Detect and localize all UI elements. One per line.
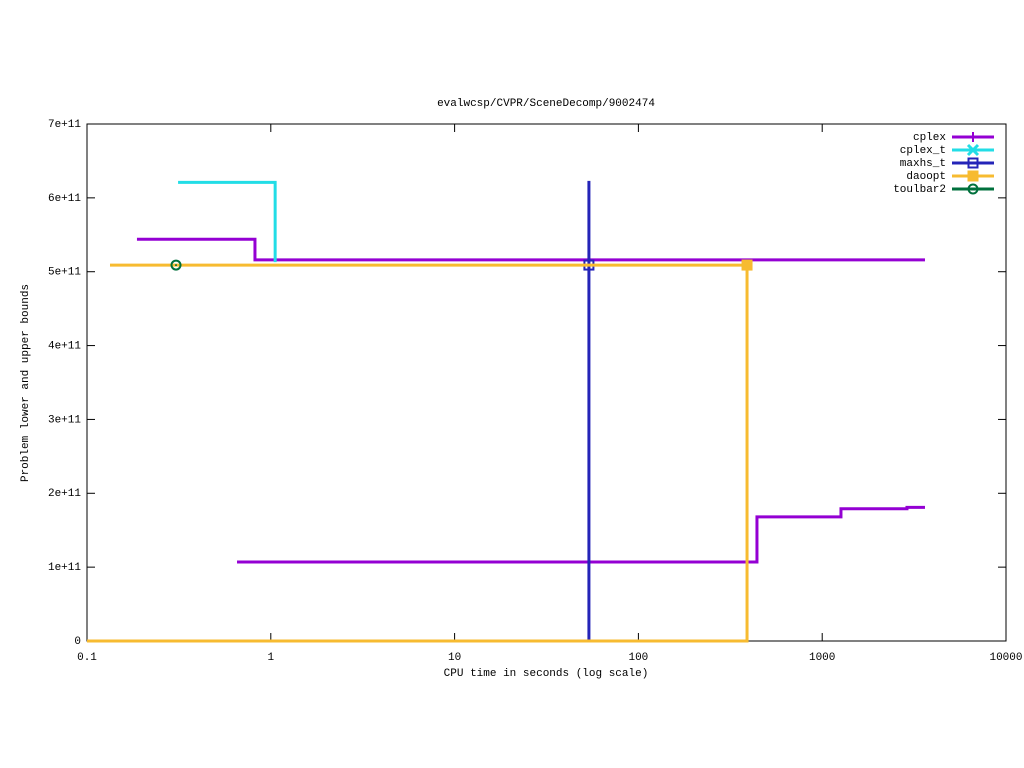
legend-marker	[967, 170, 979, 182]
marker-shape	[972, 188, 974, 190]
marker-shape	[175, 264, 178, 267]
y-tick-label: 6e+11	[48, 193, 81, 205]
marker-shape	[968, 132, 978, 142]
marker-shape	[966, 143, 980, 157]
legend-marker	[968, 132, 978, 142]
y-tick-label: 4e+11	[48, 340, 81, 352]
legend-label: cplex	[913, 132, 946, 144]
legend-label: maxhs_t	[900, 158, 946, 170]
y-tick-label: 0	[74, 636, 81, 648]
legend-label: cplex_t	[900, 145, 946, 157]
legend-marker	[966, 143, 980, 157]
y-tick-label: 2e+11	[48, 488, 81, 500]
marker-shape	[741, 259, 753, 271]
x-tick-label: 1	[267, 652, 274, 664]
legend-marker	[967, 183, 979, 195]
x-tick-label: 10000	[989, 652, 1022, 664]
x-tick-label: 10	[448, 652, 461, 664]
marker-shape	[170, 259, 182, 271]
x-tick-label: 1000	[809, 652, 835, 664]
legend-label: daoopt	[906, 171, 946, 183]
marker-shape	[967, 157, 979, 169]
marker	[170, 259, 182, 271]
marker	[741, 259, 753, 271]
legend-marker	[967, 157, 979, 169]
series-line	[178, 180, 277, 263]
x-tick-label: 0.1	[77, 652, 97, 664]
y-tick-label: 3e+11	[48, 414, 81, 426]
legend-label: toulbar2	[893, 184, 946, 196]
series-line	[87, 263, 749, 643]
series-line	[136, 237, 925, 564]
y-tick-label: 1e+11	[48, 562, 81, 574]
y-axis-label: Problem lower and upper bounds	[20, 284, 32, 482]
marker-shape	[967, 170, 979, 182]
chart-title: evalwcsp/CVPR/SceneDecomp/9002474	[437, 98, 655, 110]
x-axis-label: CPU time in seconds (log scale)	[444, 668, 649, 680]
x-tick-label: 100	[628, 652, 648, 664]
y-tick-label: 7e+11	[48, 119, 81, 131]
marker-shape	[967, 183, 979, 195]
y-tick-label: 5e+11	[48, 267, 81, 279]
